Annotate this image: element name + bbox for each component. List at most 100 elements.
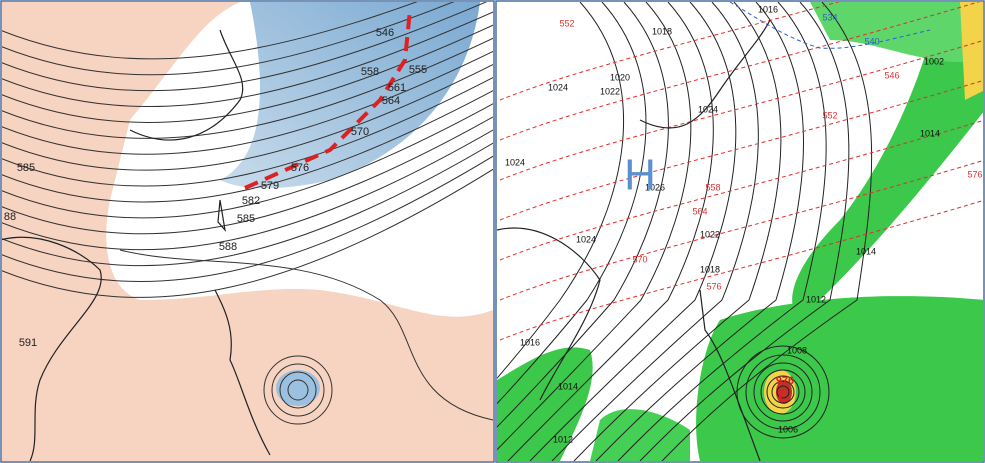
- height-contour: [2, 11, 493, 108]
- thickness-line: [499, 200, 983, 341]
- contour-label: 552: [559, 18, 574, 28]
- isobar: [529, 2, 737, 461]
- coastline: [129, 29, 244, 141]
- isobar: [766, 375, 800, 409]
- contour-label: 540: [864, 36, 879, 46]
- height-contour: [2, 142, 493, 267]
- rain-area: [696, 296, 983, 461]
- contour-label: 552: [822, 110, 837, 120]
- isobar: [661, 2, 873, 461]
- contour-label: 558: [361, 66, 379, 78]
- contour-label: 570: [632, 254, 647, 264]
- coastline: [699, 289, 761, 461]
- contour-label: 576: [291, 162, 309, 174]
- contour-label: 1020: [610, 72, 630, 82]
- height-contour: [2, 103, 493, 219]
- cold-anomaly: [220, 2, 480, 189]
- left-panel: [2, 2, 493, 461]
- isobar: [551, 2, 759, 461]
- height-contour: [2, 2, 488, 92]
- contour-label: 1018: [652, 26, 672, 36]
- contour-label: 1014: [920, 128, 940, 138]
- isobar: [497, 2, 669, 428]
- contour-label: 546: [376, 27, 394, 39]
- contour-label: 591: [19, 337, 37, 349]
- contour-label: 1016: [520, 337, 540, 347]
- right-panel: [497, 2, 983, 461]
- contour-label: 88: [4, 211, 16, 223]
- low-center: 976: [776, 375, 794, 387]
- thickness-line: [729, 2, 931, 49]
- isobar: [760, 369, 806, 415]
- isobar: [776, 385, 790, 399]
- contour-label: 558: [705, 182, 720, 192]
- contour-label: 582: [242, 195, 260, 207]
- low-contour: [287, 379, 309, 401]
- contour-label: 1012: [553, 434, 573, 444]
- contour-label: 546: [884, 70, 899, 80]
- height-contour: [2, 90, 493, 203]
- height-contour: [119, 249, 493, 421]
- low-marker: L: [778, 388, 788, 405]
- heavy-rain-core: [776, 380, 792, 404]
- panel-border: [495, 0, 985, 463]
- height-contour: [2, 77, 493, 187]
- rain-area: [810, 2, 983, 63]
- height-contour: [2, 24, 493, 123]
- thickness-line: [499, 120, 983, 261]
- contour-label: 1014: [558, 381, 578, 391]
- low-contour: [263, 355, 333, 425]
- isobar: [573, 2, 782, 461]
- panel-border: [0, 0, 495, 463]
- coastline: [497, 227, 601, 401]
- height-contour: [2, 2, 455, 76]
- height-contour: [2, 50, 493, 155]
- contour-label: 1018: [700, 264, 720, 274]
- contour-label: 576: [706, 281, 721, 291]
- isobar: [617, 2, 827, 461]
- contour-label: 564: [692, 206, 707, 216]
- contour-label: 576: [967, 169, 982, 179]
- isobar: [771, 380, 795, 404]
- isobar: [639, 2, 850, 461]
- height-contour: [2, 63, 493, 171]
- trough-line: [244, 9, 412, 190]
- height-contour: [2, 129, 493, 251]
- height-contour: [2, 155, 493, 282]
- contour-label: 585: [17, 162, 35, 174]
- high-marker: H: [624, 151, 656, 200]
- thickness-line: [499, 40, 983, 181]
- isobar: [497, 2, 692, 451]
- isobar: [745, 354, 821, 430]
- thickness-line: [499, 2, 980, 141]
- isobar: [507, 2, 714, 461]
- thickness-line: [499, 80, 983, 221]
- height-contour: [2, 116, 493, 235]
- isobar: [497, 2, 647, 405]
- coastline: [639, 19, 771, 129]
- contour-label: 588: [219, 241, 237, 253]
- height-contour: [2, 37, 493, 139]
- low-contour: [279, 371, 317, 409]
- low-contour: [271, 363, 325, 417]
- contour-label: 1026: [645, 182, 665, 192]
- isobar: [736, 345, 830, 439]
- contour-label: 1014: [856, 246, 876, 256]
- thickness-line: [499, 160, 983, 301]
- contour-label: 564: [382, 95, 400, 107]
- heavy-rain: [960, 2, 983, 100]
- contour-label: 1012: [806, 294, 826, 304]
- contour-label: 1022: [600, 86, 620, 96]
- contour-label: 1024: [548, 82, 568, 92]
- contour-label: 1016: [758, 4, 778, 14]
- contour-label: 1006: [778, 424, 798, 434]
- contour-label: 1024: [698, 104, 718, 114]
- contour-label: 1024: [505, 157, 525, 167]
- height-contour: [2, 168, 493, 298]
- contour-label: 1002: [924, 56, 944, 66]
- contour-label: 1024: [576, 234, 596, 244]
- rain-band: [792, 2, 983, 320]
- isobar: [753, 362, 813, 422]
- contour-label: 579: [261, 180, 279, 192]
